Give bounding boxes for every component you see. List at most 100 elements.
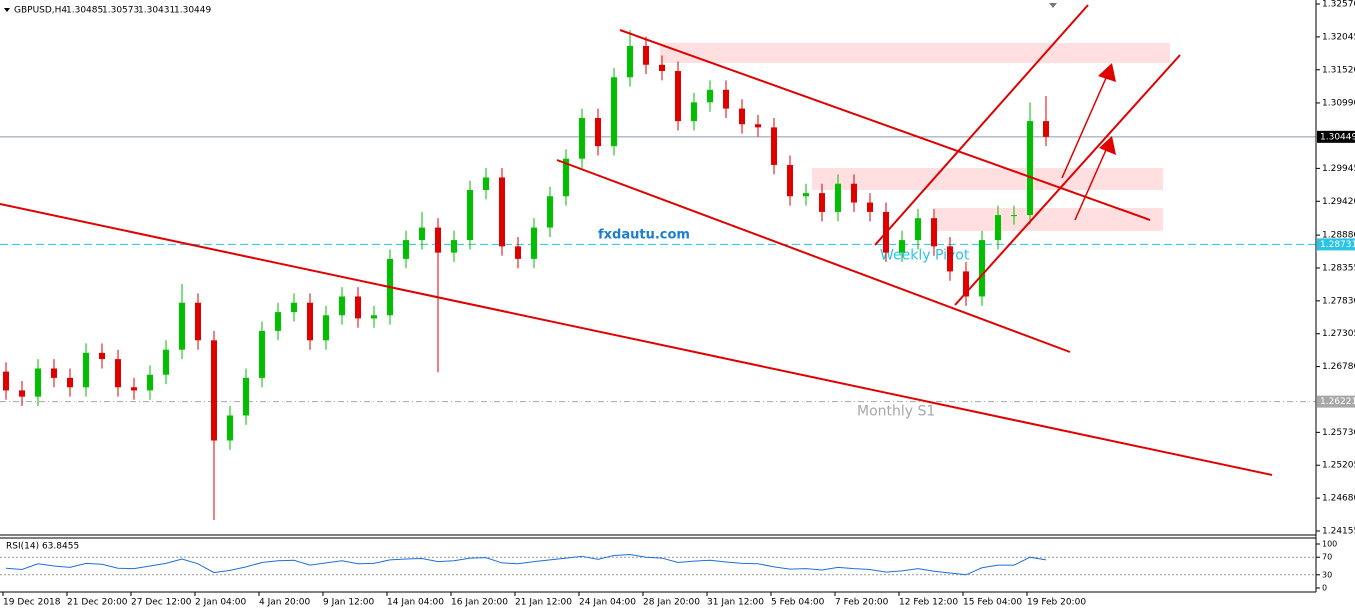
arrow bbox=[1061, 77, 1107, 179]
x-tick-label: 15 Feb 04:00 bbox=[963, 598, 1022, 608]
x-tick-label: 2 Jan 04:00 bbox=[195, 598, 247, 608]
x-tick-label: 12 Feb 12:00 bbox=[899, 598, 958, 608]
trend-lines bbox=[0, 4, 1273, 476]
candle-body bbox=[19, 390, 25, 397]
header-low: 1.30431 bbox=[138, 6, 175, 16]
candle-body bbox=[547, 196, 553, 228]
candle-body bbox=[227, 415, 233, 441]
candle-body bbox=[451, 240, 457, 253]
candle-body bbox=[995, 215, 1001, 241]
candle-body bbox=[307, 302, 313, 341]
rsi-title: RSI(14) 63.8455 bbox=[6, 542, 79, 552]
candle-body bbox=[723, 89, 729, 109]
candle-body bbox=[131, 387, 137, 391]
candle-body bbox=[851, 183, 857, 203]
candle-body bbox=[115, 359, 121, 388]
header-open: 1.30485 bbox=[66, 6, 103, 16]
candle-body bbox=[147, 374, 153, 391]
y-tick-label: 1.24680 bbox=[1322, 494, 1355, 504]
y-tick-label: 1.28880 bbox=[1322, 231, 1355, 241]
y-tick-label: 1.27830 bbox=[1322, 296, 1355, 306]
y-tick-label: 1.24155 bbox=[1322, 527, 1355, 537]
candle-body bbox=[467, 190, 473, 241]
candle-body bbox=[323, 315, 329, 341]
candle-body bbox=[915, 218, 921, 241]
x-tick-label: 28 Jan 20:00 bbox=[643, 598, 700, 608]
y-tick-label: 1.29420 bbox=[1322, 197, 1355, 207]
x-tick-label: 7 Feb 20:00 bbox=[835, 598, 889, 608]
level-tag-label: 1.30449 bbox=[1320, 132, 1355, 142]
candle-body bbox=[691, 102, 697, 122]
x-tick-label: 31 Jan 12:00 bbox=[707, 598, 764, 608]
candle-body bbox=[755, 124, 761, 128]
candle-body bbox=[211, 340, 217, 441]
candle-body bbox=[3, 371, 9, 391]
candle-body bbox=[643, 45, 649, 65]
trend-line bbox=[874, 4, 1089, 246]
trend-line bbox=[619, 29, 1151, 221]
candle-body bbox=[595, 117, 601, 147]
candle-body bbox=[739, 108, 745, 125]
candle-body bbox=[867, 202, 873, 212]
candle-body bbox=[531, 227, 537, 259]
level-tag bbox=[1317, 238, 1355, 251]
header-close: 1.30449 bbox=[174, 6, 211, 16]
candle-body bbox=[659, 64, 665, 72]
candle-body bbox=[563, 158, 569, 197]
level-tag bbox=[1317, 395, 1355, 408]
candle-body bbox=[835, 183, 841, 212]
arrow-head bbox=[1099, 136, 1116, 155]
candle-body bbox=[51, 368, 57, 378]
candle-body bbox=[67, 377, 73, 388]
watermark: fxdautu.com bbox=[598, 228, 690, 243]
x-tick-label: 9 Jan 12:00 bbox=[323, 598, 375, 608]
y-tick-label: 1.31520 bbox=[1322, 65, 1355, 75]
candle-body bbox=[819, 193, 825, 212]
y-tick-label: 1.27305 bbox=[1322, 329, 1355, 339]
level-tag-label: 1.28731 bbox=[1320, 240, 1355, 250]
header: GBPUSD,H4 1.30485 1.30573 1.30431 1.3044… bbox=[4, 6, 211, 16]
y-tick-label: 1.29945 bbox=[1322, 164, 1355, 174]
level-tag-label: 1.26221 bbox=[1320, 397, 1355, 407]
y-tick-label: 1.25205 bbox=[1322, 461, 1355, 471]
x-tick-label: 14 Jan 04:00 bbox=[387, 598, 444, 608]
candle-body bbox=[435, 227, 441, 253]
trend-line bbox=[954, 54, 1181, 306]
resistance-zone bbox=[812, 168, 1163, 190]
trend-line bbox=[0, 203, 1273, 476]
y-tick-label: 1.32570 bbox=[1322, 0, 1355, 10]
candle-body bbox=[339, 296, 345, 316]
candle-body bbox=[163, 349, 169, 375]
x-tick-label: 24 Jan 04:00 bbox=[579, 598, 636, 608]
rsi-tick-label: 30 bbox=[1322, 570, 1332, 579]
candle-body bbox=[499, 177, 505, 247]
candle-body bbox=[259, 330, 265, 378]
rsi-tick-label: 0 bbox=[1322, 584, 1327, 593]
marker bbox=[1049, 3, 1057, 8]
candle-body bbox=[99, 352, 105, 360]
candle-body bbox=[355, 296, 361, 319]
candle-body bbox=[803, 193, 809, 197]
candle-body bbox=[403, 240, 409, 259]
candle-body bbox=[931, 218, 937, 247]
arrow bbox=[1074, 149, 1107, 221]
candle-body bbox=[195, 302, 201, 341]
symbol: GBPUSD,H4 bbox=[14, 6, 67, 16]
resistance-zone bbox=[660, 43, 1170, 63]
candle-body bbox=[243, 377, 249, 416]
candle-body bbox=[179, 302, 185, 350]
support-zone bbox=[935, 208, 1163, 231]
candle-body bbox=[291, 302, 297, 313]
candle-body bbox=[707, 89, 713, 103]
rsi-line bbox=[5, 554, 1047, 576]
rsi-tick-label: 100 bbox=[1322, 540, 1337, 549]
candle-body bbox=[483, 177, 489, 190]
candle-body bbox=[419, 227, 425, 241]
x-tick-label: 16 Jan 20:00 bbox=[451, 598, 508, 608]
x-tick-label: 21 Jan 12:00 bbox=[515, 598, 572, 608]
x-tick-label: 27 Dec 12:00 bbox=[131, 598, 192, 608]
y-tick-label: 1.26780 bbox=[1322, 362, 1355, 372]
rsi-tick-label: 70 bbox=[1322, 553, 1332, 562]
candle-body bbox=[579, 117, 585, 159]
